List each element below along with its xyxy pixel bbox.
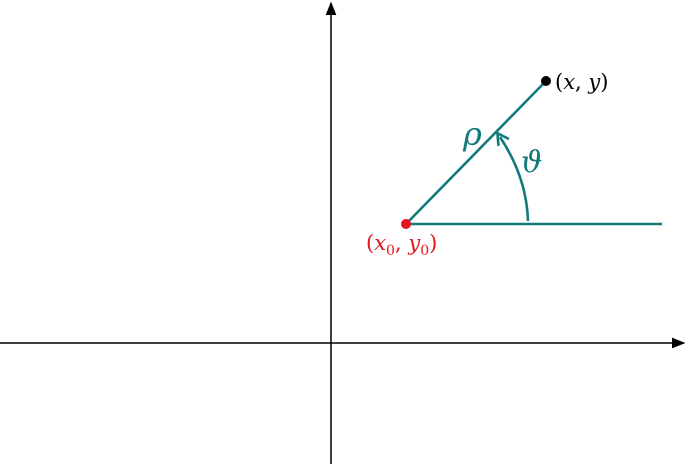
angle-arc: [500, 137, 530, 222]
origin-label: (x0, y0): [366, 231, 437, 259]
radius-label: ρ: [462, 115, 482, 153]
point-label: (x, y): [555, 70, 608, 94]
angle-label: ϑ: [521, 145, 542, 180]
origin-point: [401, 219, 411, 229]
radius-segment: [405, 80, 547, 225]
point-xy: [541, 76, 551, 86]
